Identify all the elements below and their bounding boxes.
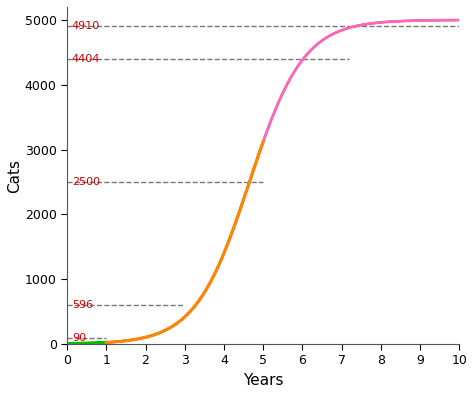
Text: 596: 596	[72, 301, 93, 310]
Text: 4910: 4910	[72, 21, 100, 31]
Text: 4404: 4404	[72, 54, 100, 64]
Text: 90: 90	[72, 333, 86, 343]
Text: 2500: 2500	[72, 177, 100, 187]
Y-axis label: Cats: Cats	[7, 158, 22, 192]
X-axis label: Years: Years	[243, 373, 283, 388]
